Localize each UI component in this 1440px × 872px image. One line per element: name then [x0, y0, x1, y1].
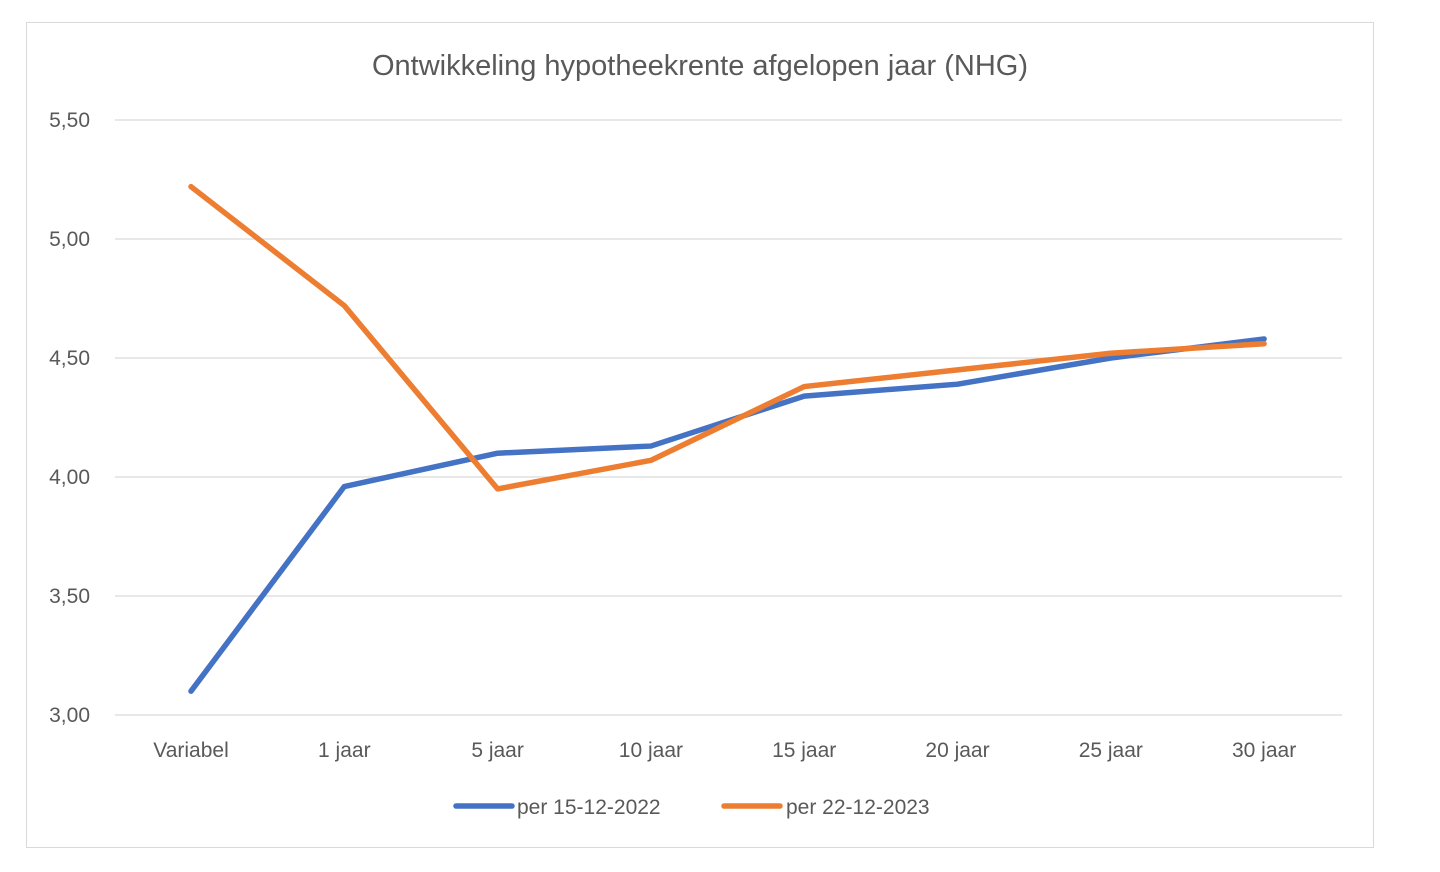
y-tick-label: 3,00 — [49, 704, 90, 727]
x-tick-label: 15 jaar — [772, 739, 836, 762]
x-axis-ticks: Variabel 1 jaar 5 jaar 10 jaar 15 jaar 20 jaa… — [153, 739, 1296, 762]
legend-label: per 15-12-2022 — [517, 796, 661, 819]
series-line-2 — [188, 183, 1267, 492]
y-tick-label: 5,00 — [49, 228, 90, 251]
y-tick-label: 4,00 — [49, 466, 90, 489]
legend-label: per 22-12-2023 — [786, 796, 930, 819]
series-lines — [188, 183, 1267, 694]
x-tick-label: 25 jaar — [1079, 739, 1143, 762]
series-line-1 — [188, 336, 1267, 694]
legend: per 15-12-2022 per 22-12-2023 — [453, 796, 930, 819]
y-tick-label: 4,50 — [49, 347, 90, 370]
y-tick-label: 5,50 — [49, 109, 90, 132]
x-tick-label: 20 jaar — [925, 739, 989, 762]
chart-title: Ontwikkeling hypotheekrente afgelopen ja… — [372, 50, 1028, 82]
x-tick-label: Variabel — [153, 739, 229, 762]
x-tick-label: 1 jaar — [318, 739, 371, 762]
gridlines — [115, 119, 1342, 716]
y-tick-label: 3,50 — [49, 585, 90, 608]
x-tick-label: 30 jaar — [1232, 739, 1296, 762]
x-tick-label: 10 jaar — [619, 739, 683, 762]
x-tick-label: 5 jaar — [471, 739, 524, 762]
y-axis-ticks: 3,00 3,50 4,00 4,50 5,00 5,50 — [49, 109, 90, 727]
